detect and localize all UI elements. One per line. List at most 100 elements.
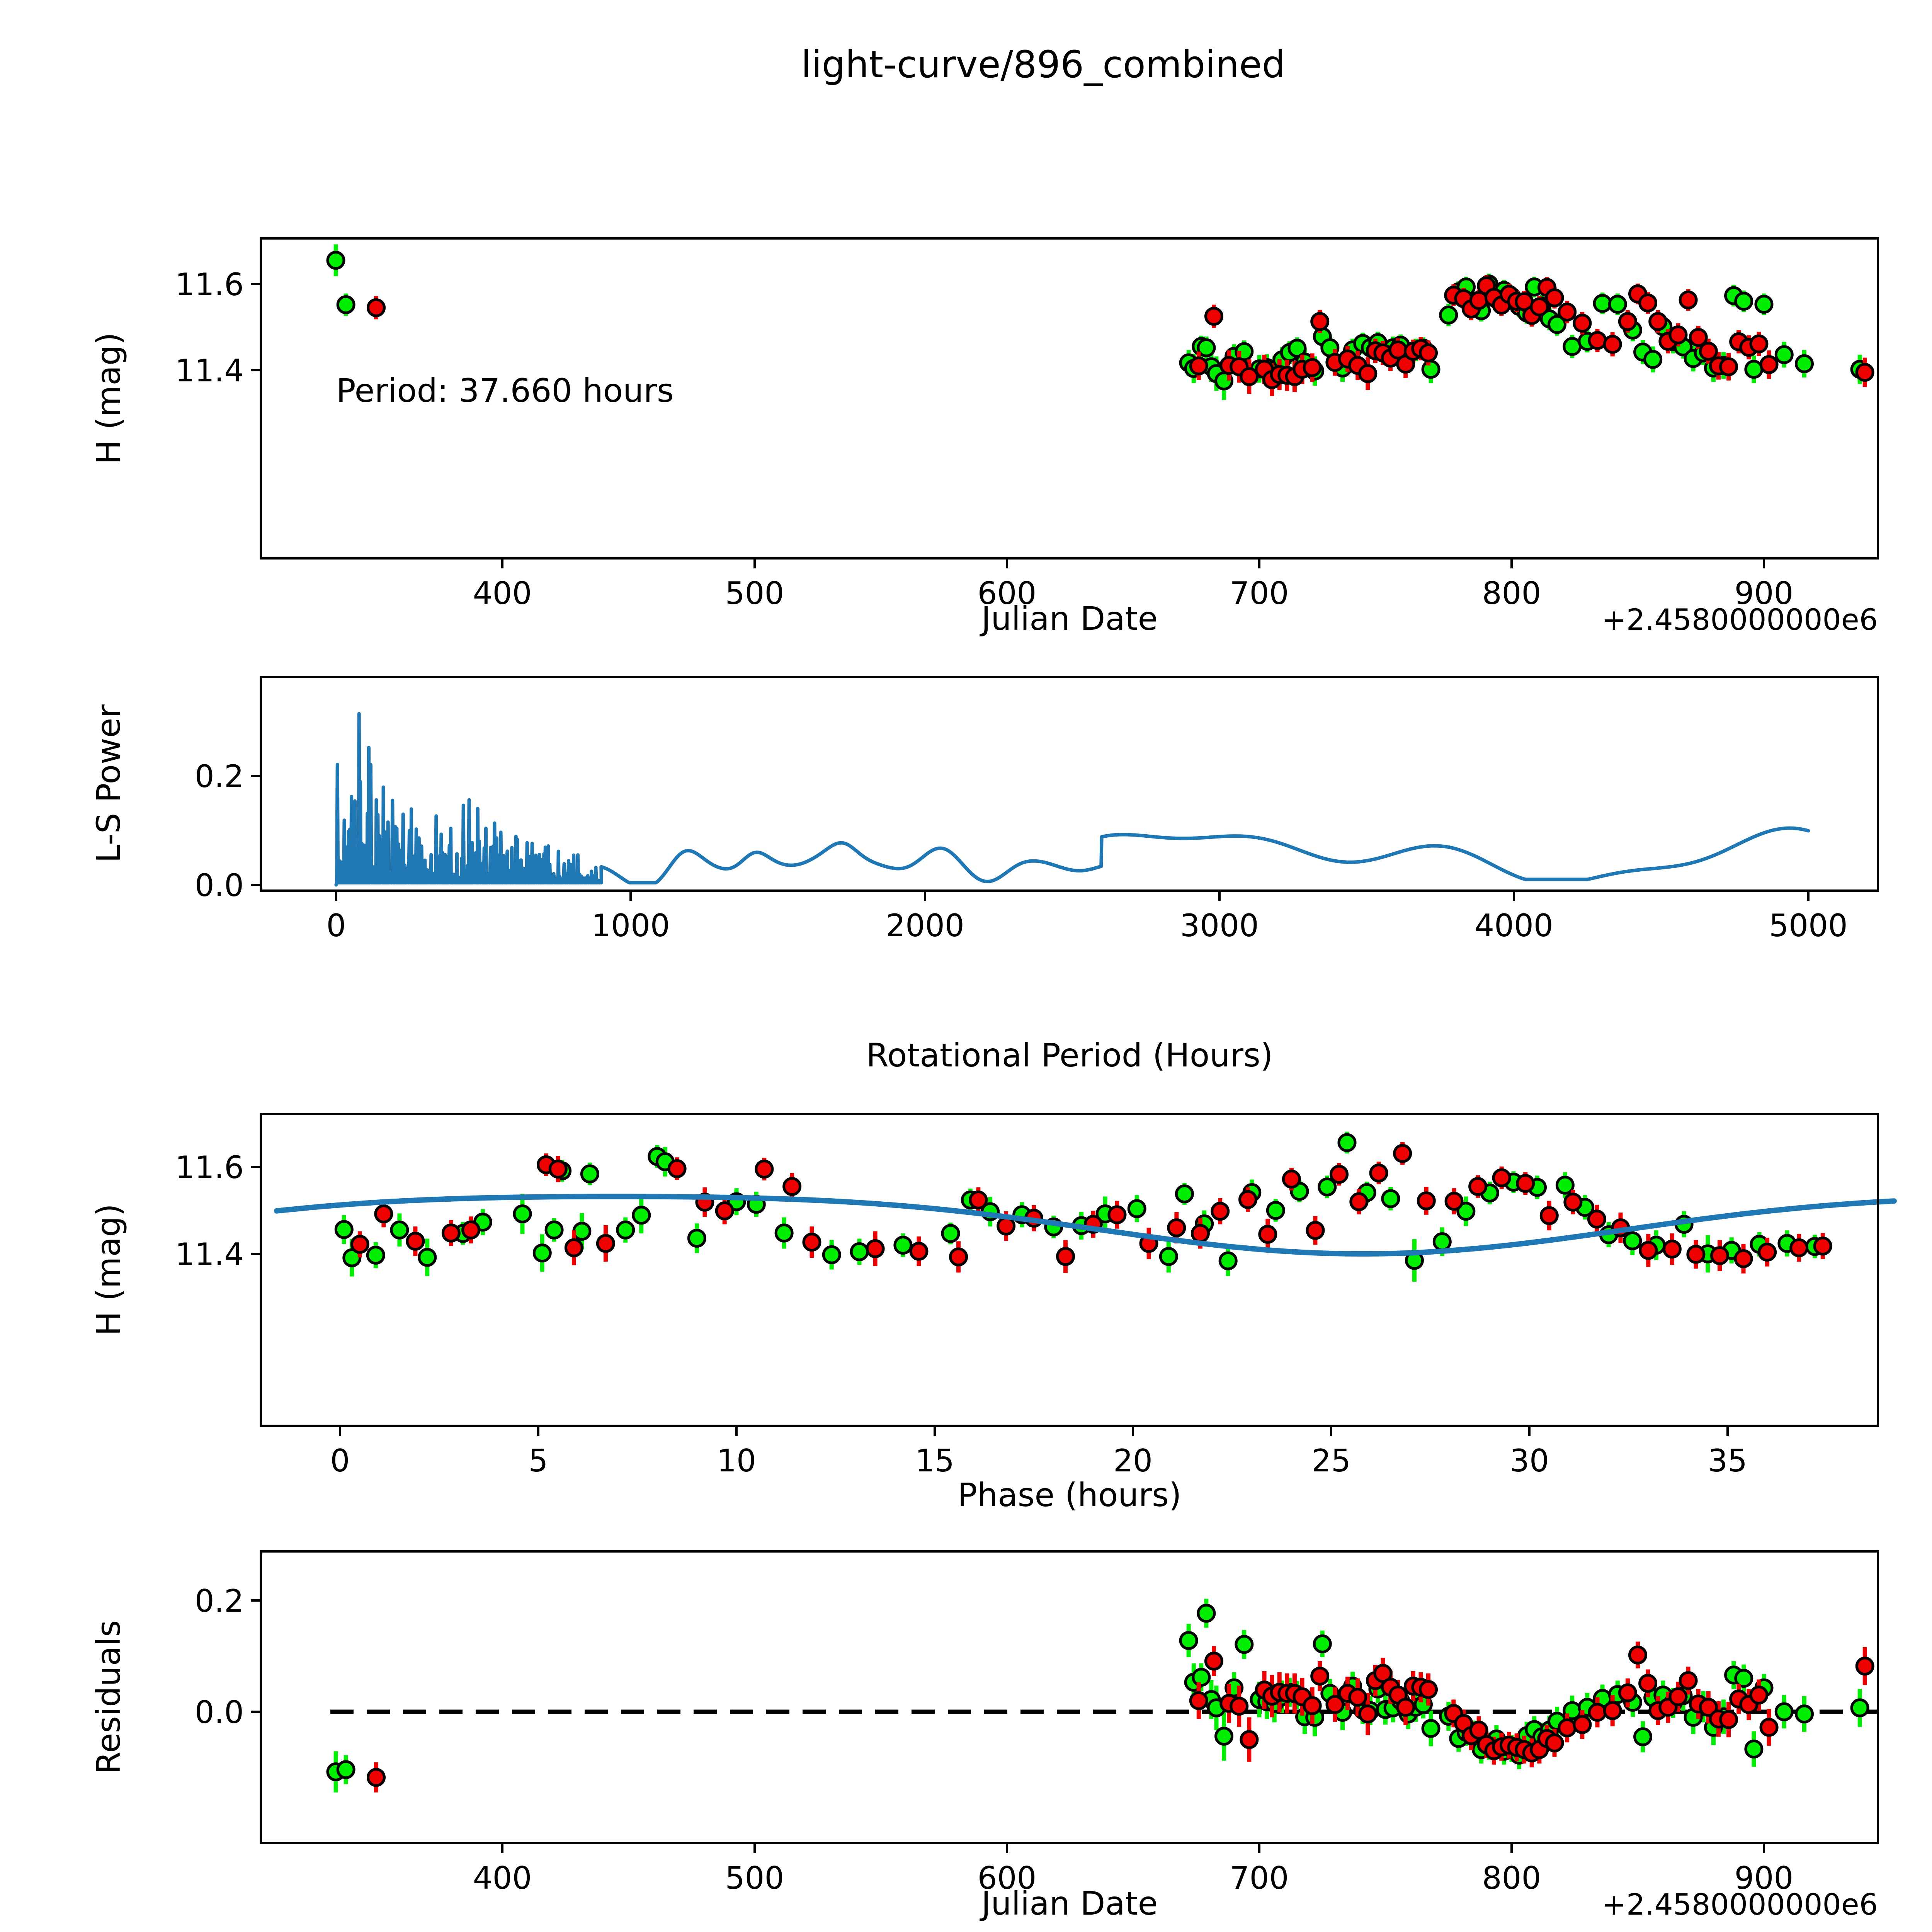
data-point [1558, 1718, 1577, 1738]
period-annotation: Period: 37.660 hours [336, 372, 674, 410]
data-point [715, 1201, 734, 1221]
points-green [334, 1133, 1825, 1270]
data-point [1699, 1697, 1718, 1717]
data-point [544, 1220, 564, 1240]
data-point [1313, 1634, 1332, 1653]
data-point [1358, 1704, 1378, 1724]
figure-title: light-curve/896_combined [801, 43, 1285, 86]
panel4-x-offset-label: +2.4580000000e6 [1602, 1887, 1878, 1922]
panel-residuals: 0.2 0.0 400 500 600 700 800 900 Residuals Julia… [90, 1550, 1879, 1922]
y-tick-label: 0.2 [195, 1583, 244, 1619]
data-point [1468, 1177, 1488, 1196]
data-point [1603, 1701, 1622, 1720]
data-point [1689, 328, 1708, 347]
data-point [1855, 1656, 1874, 1676]
data-point [1588, 331, 1607, 350]
data-point [941, 1224, 960, 1243]
data-point [1638, 293, 1658, 313]
x-tick-label: 600 [978, 575, 1037, 611]
data-point [1618, 1683, 1637, 1702]
data-point [1197, 338, 1216, 357]
data-point [1197, 1604, 1216, 1623]
data-point [342, 1248, 362, 1267]
data-point [336, 1760, 355, 1779]
data-point [367, 298, 386, 317]
x-tick-label: 700 [1230, 575, 1289, 611]
data-point [1469, 1721, 1488, 1740]
y-tick-label: 11.4 [175, 1236, 244, 1272]
x-tick-label: 900 [1735, 575, 1794, 611]
data-point [1310, 1667, 1330, 1686]
data-point [1306, 1221, 1325, 1240]
data-point [1266, 1201, 1285, 1220]
panel-light-curve: 11.6 11.4 400 500 600 700 800 900 H (mag) Julia… [90, 237, 1879, 638]
panel2-y-axis-label: L-S Power [90, 704, 128, 863]
panel4-ticks: 0.2 0.0 400 500 600 700 800 900 [195, 1583, 1794, 1896]
data-point [1744, 360, 1764, 379]
x-tick-label: 5 [529, 1443, 548, 1479]
points-red [367, 1645, 1874, 1787]
data-point [572, 1222, 592, 1241]
data-point [580, 1164, 599, 1184]
data-point [1686, 1245, 1706, 1264]
data-point [1734, 292, 1753, 311]
data-point [1794, 354, 1814, 373]
data-point [441, 1223, 461, 1243]
data-point [1240, 367, 1259, 386]
data-point [461, 1220, 481, 1240]
data-point [1230, 1697, 1249, 1716]
panel3-x-axis-label: Phase (hours) [957, 1476, 1181, 1514]
data-point [1421, 1719, 1440, 1738]
y-tick-label: 0.0 [195, 1694, 244, 1730]
data-point [850, 1242, 869, 1261]
data-point [866, 1239, 885, 1258]
x-tick-label: 1000 [591, 908, 670, 944]
data-point [326, 251, 345, 270]
panel4-x-axis-label: Julian Date [980, 1884, 1158, 1922]
panel1-x-offset-label: +2.4580000000e6 [1602, 602, 1878, 637]
y-tick-label: 0.0 [195, 867, 244, 903]
data-point [1211, 1202, 1230, 1221]
data-point [909, 1242, 929, 1261]
x-tick-label: 30 [1510, 1443, 1549, 1479]
data-point [1444, 1192, 1464, 1211]
data-point [1638, 1674, 1658, 1693]
data-point [1330, 1165, 1349, 1184]
x-tick-label: 4000 [1475, 908, 1553, 944]
x-tick-label: 3000 [1180, 908, 1259, 944]
data-point [1855, 363, 1874, 382]
data-point [949, 1247, 968, 1267]
data-point [366, 1245, 385, 1265]
x-tick-label: 0 [330, 1443, 350, 1479]
x-tick-label: 500 [725, 1860, 784, 1896]
x-tick-label: 500 [725, 575, 784, 611]
x-tick-label: 20 [1113, 1443, 1153, 1479]
data-point [532, 1243, 552, 1263]
panel2-data-layer [334, 712, 1810, 887]
panel1-data-layer [326, 244, 1874, 400]
data-point [1373, 1664, 1393, 1683]
data-point [1419, 1680, 1438, 1699]
data-point [1813, 1236, 1832, 1256]
data-point [1516, 1174, 1535, 1193]
x-tick-label: 2000 [886, 908, 964, 944]
data-point [1337, 1133, 1357, 1152]
data-point [1643, 350, 1663, 369]
data-point [969, 1190, 988, 1209]
data-point [1303, 1696, 1322, 1715]
data-point [1548, 315, 1567, 334]
data-point [1056, 1247, 1075, 1266]
data-point [1179, 1631, 1198, 1650]
data-point [1749, 1685, 1769, 1705]
x-tick-label: 5000 [1769, 908, 1848, 944]
data-point [1419, 343, 1438, 362]
data-point [893, 1236, 913, 1255]
x-tick-label: 600 [978, 1860, 1037, 1896]
data-point [1192, 1668, 1211, 1687]
data-point [1699, 342, 1718, 361]
data-point [782, 1177, 802, 1196]
data-point [1107, 1205, 1127, 1225]
panel1-x-axis-label: Julian Date [980, 600, 1158, 638]
x-tick-label: 800 [1482, 575, 1541, 611]
